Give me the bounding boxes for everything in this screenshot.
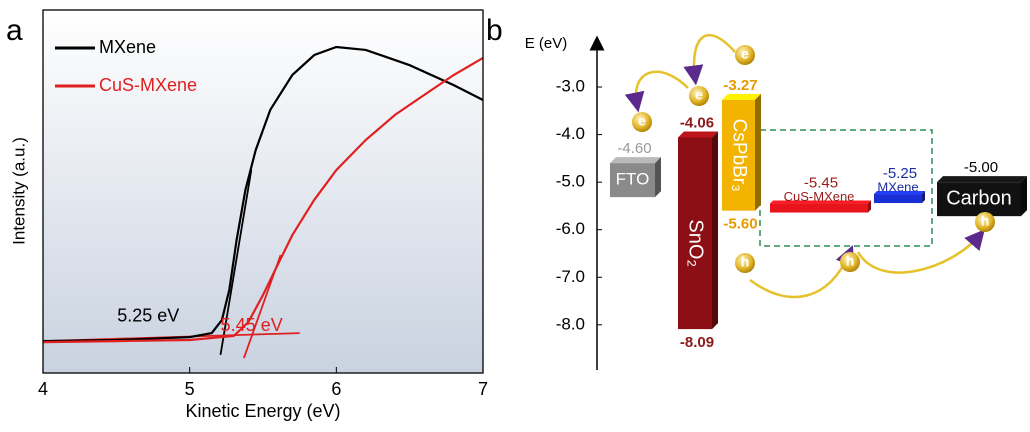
- annotation: 5.25 eV: [117, 305, 179, 325]
- y-tick-label: -3.0: [556, 77, 585, 96]
- energy-box: [610, 163, 655, 198]
- box-side: [712, 131, 718, 330]
- x-tick-label: 5: [185, 379, 195, 399]
- x-tick-label: 4: [38, 379, 48, 399]
- plot-background: [43, 10, 483, 373]
- level-label: -8.09: [680, 334, 714, 351]
- legend-label: CuS-MXene: [99, 75, 197, 95]
- box-side: [868, 200, 871, 213]
- data-line: [42, 56, 484, 344]
- panel-label: b: [486, 14, 503, 47]
- level-label: -3.27: [723, 77, 757, 94]
- panel-label: a: [6, 14, 23, 47]
- box-side: [922, 191, 925, 204]
- layer-name: MXene: [877, 179, 918, 194]
- carrier: [632, 112, 652, 132]
- energy-box: [770, 203, 868, 213]
- y-tick-label: -8.0: [556, 314, 585, 333]
- box-top: [770, 200, 871, 204]
- carrier-label: e: [695, 87, 703, 103]
- level-label: -4.06: [680, 114, 714, 131]
- layer-name: CuS-MXene: [784, 189, 855, 204]
- level-label: -4.60: [617, 140, 651, 157]
- box-top: [722, 93, 761, 100]
- level-label: -5.45: [804, 175, 838, 192]
- layer-name: SnO₂: [685, 219, 707, 267]
- box-top: [874, 191, 925, 195]
- layer-name: CsPbBr₃: [728, 119, 749, 192]
- energy-box: [937, 182, 1021, 217]
- layer-name: Carbon: [946, 187, 1012, 209]
- interlayer-frame: [759, 129, 933, 247]
- y-tick-label: -6.0: [556, 219, 585, 238]
- y-tick-label: -7.0: [556, 267, 585, 286]
- carrier-label: e: [638, 113, 646, 129]
- x-tick-label: 6: [331, 379, 341, 399]
- carrier: [975, 212, 995, 232]
- box-top: [610, 157, 661, 164]
- box-side: [655, 157, 661, 198]
- energy-box: [874, 194, 922, 204]
- carrier-label: e: [741, 46, 749, 62]
- plot-frame: [42, 9, 484, 374]
- data-line: [42, 45, 484, 343]
- annotation: 5.45 eV: [221, 315, 283, 335]
- carrier: [735, 253, 755, 273]
- carrier-label: h: [846, 253, 855, 269]
- carrier: [689, 86, 709, 106]
- box-side: [755, 93, 761, 211]
- carrier-label: h: [981, 213, 990, 229]
- level-label: -5.25: [883, 165, 917, 182]
- y-axis-label: E (eV): [525, 35, 568, 52]
- fit-line: [219, 169, 253, 356]
- box-top: [678, 131, 718, 138]
- energy-box: [722, 99, 755, 211]
- level-label: -5.00: [964, 159, 998, 176]
- energy-box: [678, 137, 712, 330]
- box-top: [937, 176, 1027, 183]
- y-axis-label: Intensity (a.u.): [9, 137, 28, 245]
- x-tick-label: 7: [478, 379, 488, 399]
- x-axis-label: Kinetic Energy (eV): [185, 401, 340, 421]
- level-label: -5.60: [723, 216, 757, 233]
- y-tick-label: -5.0: [556, 172, 585, 191]
- carrier: [840, 252, 860, 272]
- box-side: [1021, 176, 1027, 217]
- carrier: [735, 45, 755, 65]
- layer-name: FTO: [616, 170, 650, 189]
- carrier-label: h: [741, 254, 750, 270]
- legend-label: MXene: [99, 37, 156, 57]
- y-tick-label: -4.0: [556, 124, 585, 143]
